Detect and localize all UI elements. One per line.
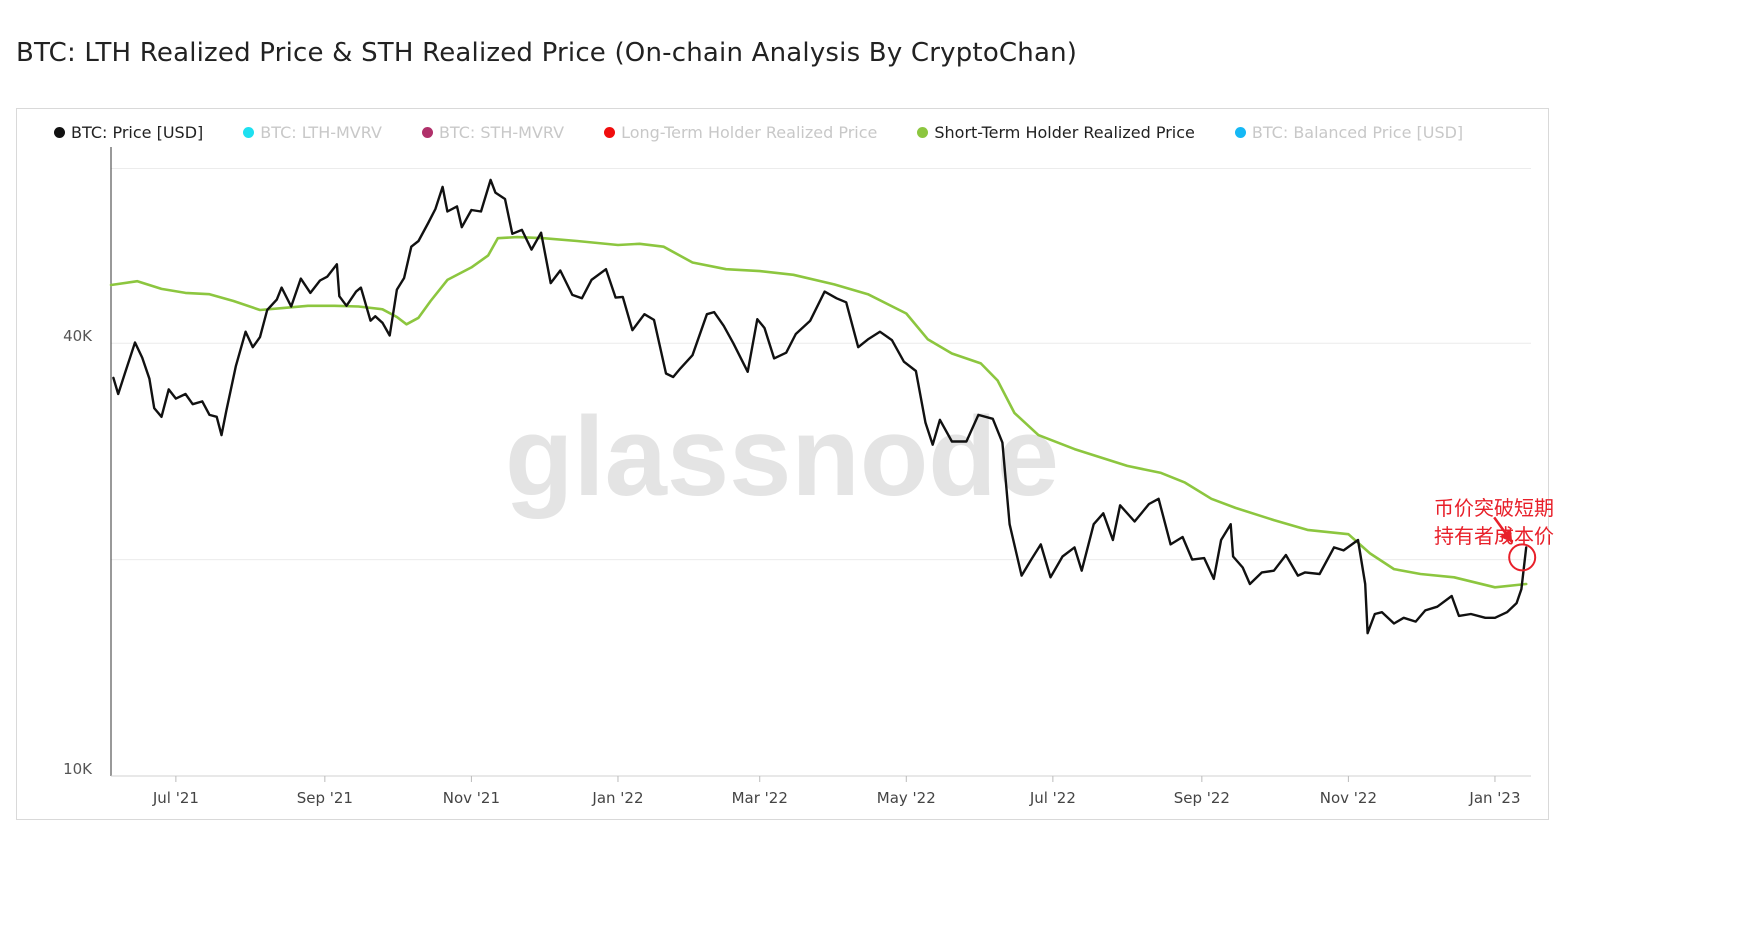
x-tick-label: Mar '22: [732, 789, 788, 807]
series-line-btc-price: [112, 178, 1528, 635]
legend-dot-icon: [917, 126, 929, 138]
x-tick-label: May '22: [877, 789, 936, 807]
page-title: BTC: LTH Realized Price & STH Realized P…: [16, 38, 1078, 68]
axes: 10K 40K Jul '21 Sep '21 Nov '21 Jan '22 Mar '2…: [63, 147, 1531, 807]
legend-dot-icon: [54, 126, 65, 138]
series-line-sth-realized-price: [109, 235, 1528, 589]
x-tick-label: Jan '23: [1468, 789, 1520, 807]
legend-dot-icon: [421, 126, 433, 138]
legend-item-lth-mvrv[interactable]: BTC: LTH-MVRV: [243, 123, 382, 142]
chart-frame: [16, 108, 1549, 820]
x-tick-label: Sep '21: [297, 789, 353, 807]
x-tick-label: Sep '22: [1174, 789, 1230, 807]
legend-label: Short-Term Holder Realized Price: [934, 122, 1195, 142]
annotation-line: 币价突破短期: [1434, 496, 1554, 520]
legend-item-balanced-price[interactable]: BTC: Balanced Price [USD]: [1234, 122, 1464, 142]
legend-item-lth-realized-price[interactable]: Long-Term Holder Realized Price: [604, 123, 877, 142]
x-tick-label: Nov '22: [1320, 789, 1377, 807]
y-tick-label: 40K: [63, 327, 93, 345]
annotation-circle: [1508, 543, 1537, 572]
legend-item-btc-price[interactable]: BTC: Price [USD]: [54, 123, 203, 142]
legend-label: BTC: Price [USD]: [71, 122, 204, 142]
annotation-line: 持有者成本价: [1434, 524, 1554, 548]
x-tick-label: Jan '22: [591, 789, 643, 807]
legend-item-sth-mvrv[interactable]: BTC: STH-MVRV: [421, 122, 565, 142]
annotation-arrowhead-icon: [1499, 528, 1513, 543]
legend: BTC: Price [USD] BTC: LTH-MVRV BTC: STH-…: [54, 121, 1503, 143]
legend-item-sth-realized-price[interactable]: Short-Term Holder Realized Price: [917, 123, 1195, 142]
legend-dot-icon: [604, 126, 616, 138]
watermark: glassnode: [505, 394, 1059, 519]
legend-label: BTC: LTH-MVRV: [260, 122, 382, 142]
legend-label: BTC: Balanced Price [USD]: [1251, 122, 1464, 142]
y-tick-label: 10K: [63, 760, 93, 778]
x-tick-label: Jul '22: [1029, 789, 1076, 807]
legend-label: Long-Term Holder Realized Price: [621, 122, 878, 142]
x-tick-label: Jul '21: [152, 789, 199, 807]
legend-label: BTC: STH-MVRV: [438, 122, 565, 142]
annotation-text: 币价突破短期 持有者成本价: [1424, 494, 1564, 550]
series-layer: [109, 178, 1528, 635]
legend-dot-icon: [1234, 126, 1246, 138]
legend-dot-icon: [243, 126, 255, 138]
annotation-marker: [1493, 516, 1537, 572]
x-tick-label: Nov '21: [443, 789, 500, 807]
